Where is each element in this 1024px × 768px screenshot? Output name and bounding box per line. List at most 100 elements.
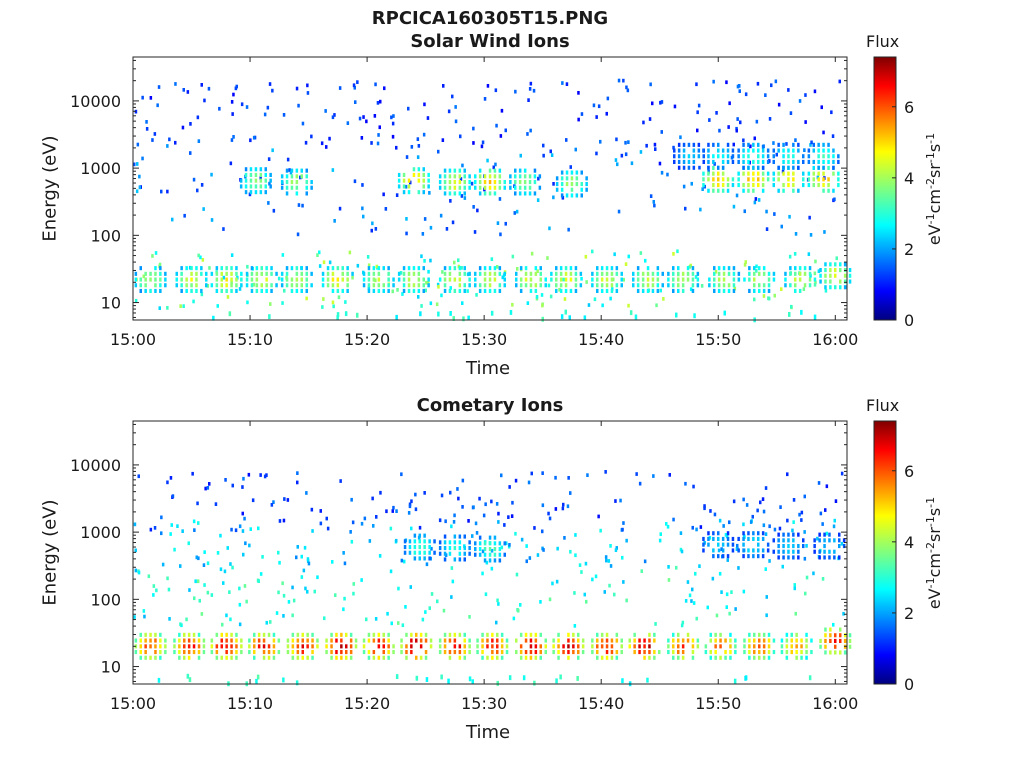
heatmap-cell	[285, 271, 289, 276]
scatter-cell	[333, 113, 336, 117]
heatmap-cell	[817, 142, 820, 147]
heatmap-cell	[335, 650, 338, 655]
scatter-cell	[576, 676, 579, 681]
scatter-cell	[358, 116, 362, 121]
heatmap-cell	[463, 557, 466, 562]
scatter-cell	[306, 557, 310, 561]
heatmap-cell	[600, 288, 604, 293]
heatmap-cell	[697, 142, 701, 147]
scatter-cell	[508, 675, 512, 681]
heatmap-cell	[810, 650, 813, 655]
scatter-cell	[660, 100, 664, 104]
scatter-cell	[583, 592, 586, 597]
scatter-cell	[482, 513, 486, 518]
heatmap-cell	[742, 165, 745, 170]
heatmap-cell	[717, 271, 721, 276]
heatmap-cell	[753, 655, 756, 660]
heatmap-cell	[843, 273, 847, 278]
heatmap-cell	[780, 650, 784, 655]
scatter-cell	[595, 151, 598, 156]
heatmap-cell	[812, 177, 815, 182]
y-axis-label-solar-wind: Energy (eV)	[39, 135, 61, 242]
heatmap-cell	[458, 180, 462, 185]
heatmap-cell	[144, 271, 147, 276]
heatmap-cell	[225, 266, 228, 271]
scatter-cell	[526, 301, 530, 305]
heatmap-cell	[633, 644, 636, 649]
heatmap-cell	[581, 638, 585, 643]
heatmap-cell	[195, 271, 198, 276]
heatmap-cell	[316, 644, 319, 649]
heatmap-cell	[377, 638, 381, 643]
heatmap-cell	[291, 644, 295, 649]
heatmap-cell	[653, 632, 656, 637]
heatmap-cell	[782, 532, 785, 537]
heatmap-cell	[249, 184, 253, 189]
scatter-cell	[616, 162, 619, 167]
heatmap-cell	[310, 180, 313, 185]
scatter-cell	[541, 303, 544, 308]
scatter-cell	[522, 675, 526, 681]
heatmap-cell	[405, 644, 408, 649]
heatmap-cell	[834, 262, 837, 267]
heatmap-cell	[248, 644, 251, 649]
scatter-cell	[296, 545, 299, 549]
scatter-cell	[182, 304, 185, 308]
heatmap-cell	[837, 154, 840, 159]
scatter-cell	[185, 617, 188, 622]
scatter-cell	[405, 231, 408, 236]
heatmap-cell	[686, 632, 690, 637]
heatmap-cell	[832, 154, 835, 159]
scatter-cell	[555, 579, 559, 584]
heatmap-cell	[296, 655, 300, 660]
scatter-cell	[362, 214, 365, 219]
scatter-cell	[373, 114, 377, 118]
heatmap-cell	[413, 533, 417, 538]
heatmap-cell	[600, 266, 604, 271]
scatter-cell	[326, 526, 330, 531]
scatter-cell	[352, 591, 355, 596]
scatter-cell	[808, 675, 812, 681]
scatter-cell	[423, 491, 426, 495]
scatter-cell	[374, 617, 378, 621]
heatmap-cell	[648, 632, 651, 637]
heatmap-cell	[187, 650, 191, 655]
heatmap-cell	[458, 266, 462, 271]
scatter-cell	[390, 621, 393, 626]
heatmap-cell	[570, 187, 574, 192]
scatter-cell	[405, 217, 408, 221]
heatmap-cell	[453, 546, 457, 551]
scatter-cell	[718, 571, 722, 576]
heatmap-cell	[758, 271, 761, 276]
scatter-cell	[436, 282, 440, 287]
scatter-cell	[278, 519, 282, 523]
heatmap-cell	[417, 266, 421, 271]
heatmap-cell	[180, 266, 183, 271]
heatmap-cell	[651, 271, 655, 276]
heatmap-cell	[413, 556, 417, 561]
scatter-cell	[331, 560, 334, 564]
heatmap-cell	[509, 185, 512, 190]
heatmap-cell	[481, 638, 484, 643]
y-tick-label: 10000	[70, 456, 121, 475]
heatmap-cell	[817, 165, 820, 170]
heatmap-cell	[387, 271, 390, 276]
scatter-cell	[805, 544, 808, 548]
heatmap-cell	[197, 655, 201, 660]
heatmap-cell	[822, 154, 825, 159]
scatter-cell	[224, 478, 227, 482]
heatmap-cell	[478, 271, 482, 276]
x-axis-label-solar-wind: Time	[466, 358, 511, 379]
scatter-cell	[206, 590, 210, 595]
heatmap-cell	[777, 188, 780, 193]
heatmap-cell	[202, 644, 206, 649]
heatmap-cell	[681, 283, 685, 288]
scatter-cell	[601, 303, 604, 308]
scatter-cell	[235, 84, 238, 89]
heatmap-cell	[832, 171, 835, 176]
heatmap-cell	[824, 638, 827, 643]
heatmap-cell	[285, 174, 289, 179]
scatter-cell	[141, 156, 144, 161]
scatter-cell	[560, 314, 564, 320]
scatter-cell	[188, 677, 192, 683]
